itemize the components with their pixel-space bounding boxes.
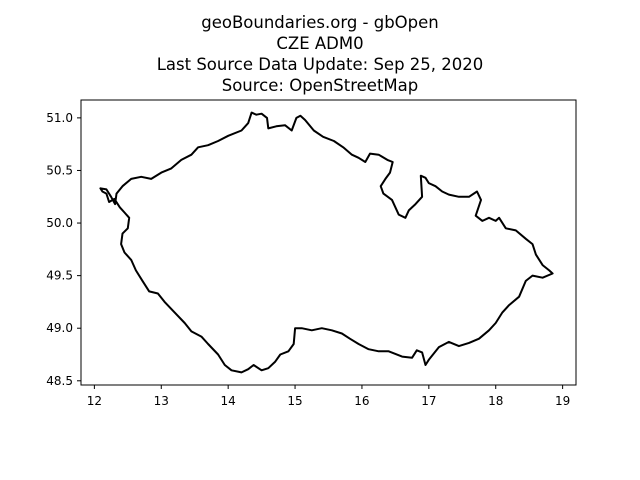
x-axis-ticks: 12 13 14 15 16 17 18 19	[87, 385, 570, 408]
title-line-3: Last Source Data Update: Sep 25, 2020	[156, 55, 484, 74]
x-tick-label: 16	[354, 394, 369, 408]
x-tick-label: 14	[221, 394, 236, 408]
x-tick-label: 13	[154, 394, 169, 408]
x-tick-label: 18	[488, 394, 503, 408]
y-tick-label: 48.5	[46, 374, 73, 388]
x-tick-label: 15	[287, 394, 302, 408]
x-tick-label: 12	[87, 394, 102, 408]
y-axis-ticks: 48.5 49.0 49.5 50.0 50.5 51.0	[46, 111, 81, 388]
y-tick-label: 51.0	[46, 111, 73, 125]
y-tick-label: 49.0	[46, 321, 73, 335]
boundary-layer	[99, 111, 554, 374]
title-line-1: geoBoundaries.org - gbOpen	[201, 13, 439, 32]
y-tick-label: 50.0	[46, 216, 73, 230]
x-tick-label: 17	[421, 394, 436, 408]
country-boundary-line	[99, 111, 554, 374]
plot-title: geoBoundaries.org - gbOpen CZE ADM0 Last…	[0, 12, 640, 96]
axes-frame	[80, 99, 577, 386]
y-tick-label: 50.5	[46, 163, 73, 177]
title-line-4: Source: OpenStreetMap	[221, 76, 419, 95]
y-tick-label: 49.5	[46, 269, 73, 283]
x-tick-label: 19	[555, 394, 570, 408]
title-line-2: CZE ADM0	[276, 34, 364, 53]
